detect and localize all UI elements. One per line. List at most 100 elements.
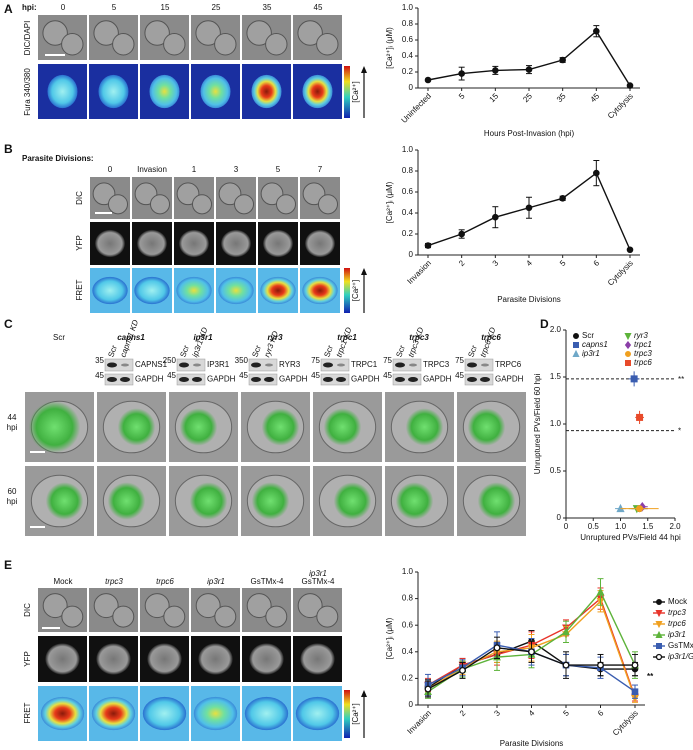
micrograph [385, 392, 454, 462]
legend-marker [655, 610, 663, 618]
micrograph [191, 686, 240, 741]
y-tick-label: 1.0 [402, 3, 414, 12]
blot-band [395, 377, 405, 382]
blot-protein: GAPDH [207, 375, 236, 384]
y-tick-label: 0 [557, 513, 562, 522]
micrograph [191, 64, 240, 119]
cell-signal [263, 229, 293, 258]
cell-outline [163, 605, 186, 628]
legend-label: ip3r1/GsTMx-4 [668, 652, 693, 661]
cell-signal [137, 229, 167, 258]
cell-outline [191, 194, 213, 215]
micrograph [132, 268, 172, 313]
column-label: trpc3 [105, 577, 123, 586]
panel-letter: B [4, 142, 13, 156]
micrograph [38, 64, 87, 119]
blot-lane-label: Scr [322, 344, 335, 359]
blot-marker: 35 [95, 356, 104, 365]
column-label: ip3r1 [193, 333, 213, 342]
parasite-signal [45, 482, 84, 520]
x-tick-label: 25 [521, 91, 534, 104]
data-point [459, 666, 466, 674]
cell-signal [198, 643, 233, 675]
blot-protein: IP3R1 [207, 360, 230, 369]
blot-band [251, 362, 261, 368]
column-label: 3 [234, 165, 239, 174]
blot-band [120, 377, 130, 382]
cell-signal [249, 643, 284, 675]
column-header: Parasite Divisions: [22, 154, 94, 163]
legend-label: ip3r1 [668, 630, 686, 639]
cell-outline [112, 605, 135, 628]
column-label: ip3r1 [309, 569, 327, 578]
y-tick-label: 0 [409, 700, 414, 709]
data-point [458, 230, 465, 238]
cell-outline [265, 605, 288, 628]
x-tick-label: Cytolysis [611, 709, 640, 738]
blot-band [107, 362, 117, 368]
cell-outline [246, 20, 272, 46]
micrograph [242, 64, 291, 119]
x-axis-label: Hours Post-Invasion (hpi) [484, 129, 575, 138]
micrograph [174, 268, 214, 313]
cell-signal [149, 74, 180, 109]
cell-outline [214, 605, 237, 628]
data-point [631, 688, 639, 696]
x-tick-label: 15 [488, 91, 501, 104]
x-tick-label: 1.5 [642, 522, 654, 531]
significance-label: * [678, 427, 681, 436]
micrograph [38, 15, 87, 60]
blot-marker: 45 [455, 371, 464, 380]
column-label: ip3r1 [207, 577, 225, 586]
column-label: 35 [263, 3, 272, 12]
panel-letter: D [540, 317, 549, 331]
micrograph [300, 177, 340, 219]
blot-band [251, 377, 261, 382]
x-axis-label: Unruptured PVs/Field 44 hpi [580, 533, 681, 542]
blot-band [121, 363, 129, 367]
y-tick-label: 0.6 [402, 620, 414, 629]
parasite-signal [28, 401, 81, 453]
cell-signal [221, 229, 251, 258]
column-header: hpi: [22, 3, 37, 12]
parasite-signal [333, 482, 372, 520]
parasite-signal [395, 482, 434, 520]
parasite-signal [323, 408, 362, 446]
blot-lane-label: trpc1 KD [334, 326, 353, 359]
data-point [636, 505, 644, 513]
blot-lane-label: Scr [178, 344, 191, 359]
y-tick-label: 0.6 [402, 187, 414, 196]
parasite-signal [107, 482, 146, 520]
micrograph [385, 466, 454, 536]
blot-marker: 45 [311, 371, 320, 380]
legend-marker [624, 333, 632, 341]
legend-label: trpc6 [634, 358, 652, 367]
x-tick-label: 5 [561, 708, 571, 718]
column-label: GsTMx-4 [302, 577, 335, 586]
blot-strip [392, 373, 422, 386]
parasite-signal [251, 482, 290, 520]
legend-label: GsTMx-4 [668, 641, 693, 650]
micrograph [258, 222, 298, 265]
y-tick-label: 0.2 [402, 67, 414, 76]
legend-marker [656, 599, 662, 605]
data-point [528, 648, 535, 656]
micrograph [457, 466, 526, 536]
x-tick-label: 2 [458, 708, 468, 718]
blot-lane-label: ip3r1 KD [190, 326, 209, 359]
cell-signal [305, 229, 335, 258]
data-point [596, 587, 605, 596]
legend-marker [655, 621, 663, 629]
y-tick-label: 0.4 [402, 647, 414, 656]
blot-band [323, 377, 333, 382]
micrograph [25, 466, 94, 536]
y-tick-label: 0.8 [402, 594, 414, 603]
micrograph [216, 177, 256, 219]
cell-outline [316, 605, 339, 628]
micrograph [300, 268, 340, 313]
row-label: YFP [23, 651, 32, 667]
colorbar-label: [Ca²⁺] [351, 703, 360, 725]
micrograph [241, 392, 310, 462]
legend-label: Mock [668, 597, 688, 606]
